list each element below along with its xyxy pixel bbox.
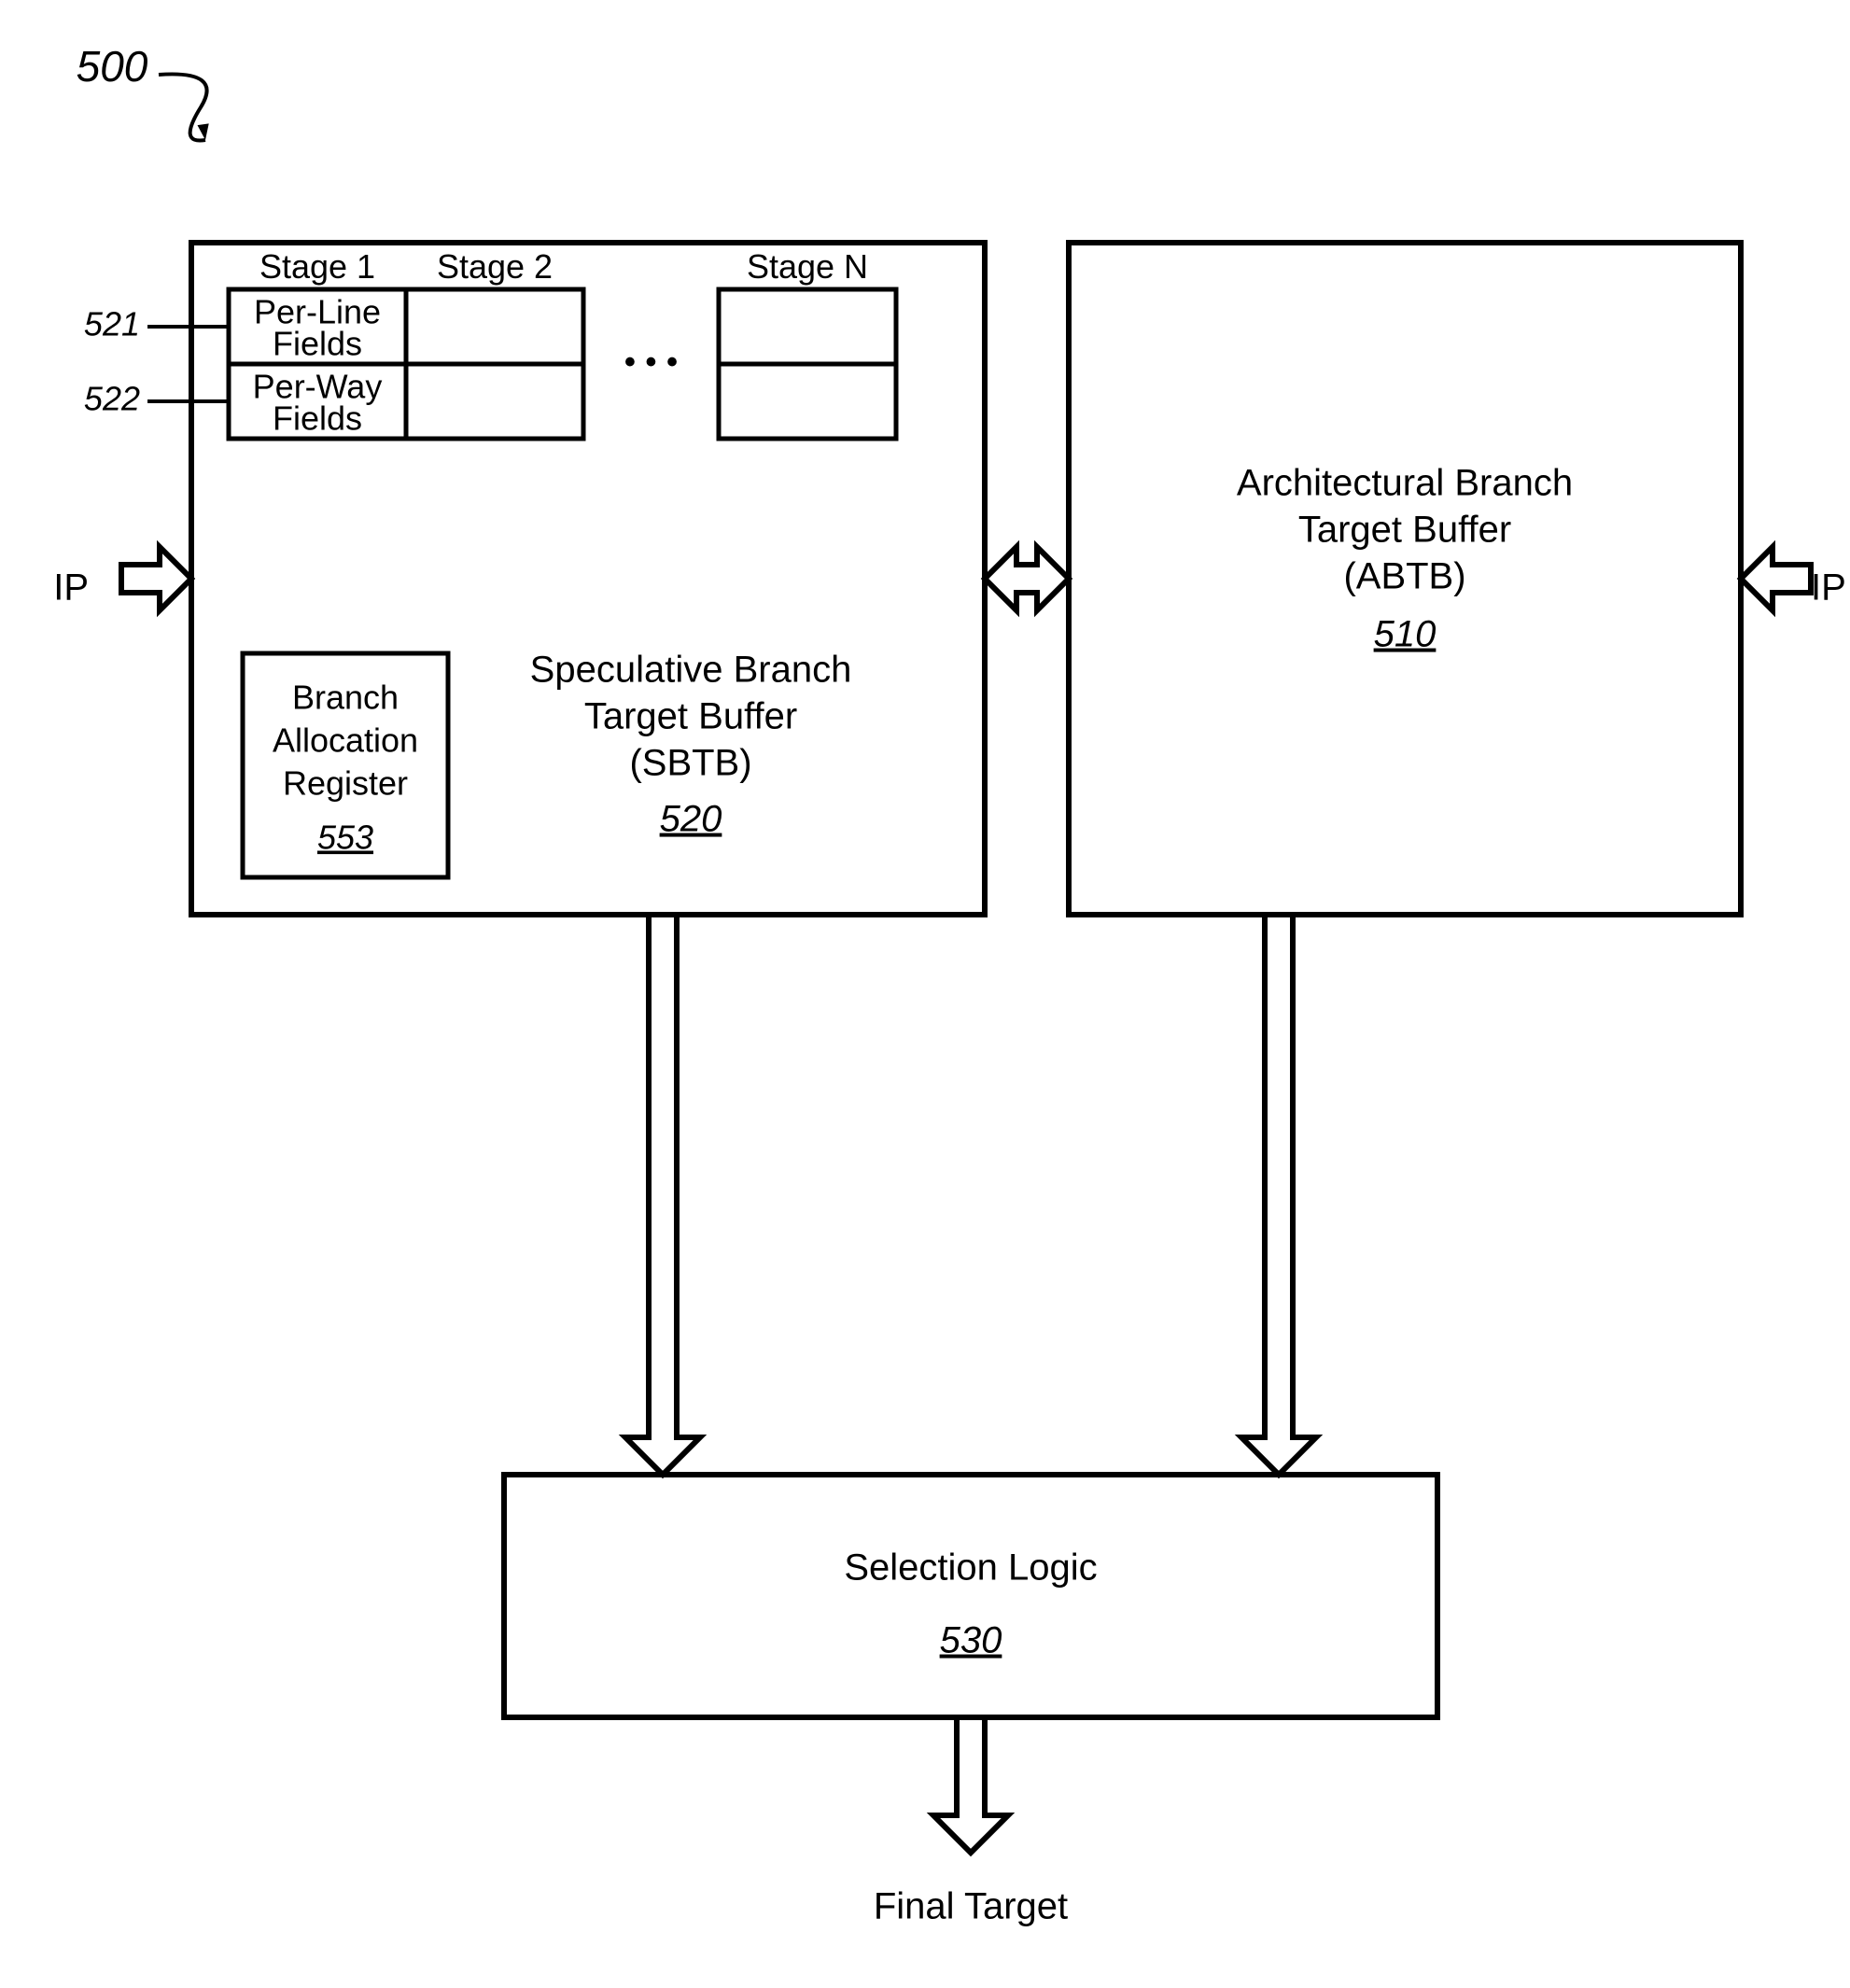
per-line-label-2: Fields bbox=[273, 324, 362, 362]
sbtb-abtb-double-arrow bbox=[985, 547, 1069, 610]
selection-title: Selection Logic bbox=[844, 1547, 1097, 1589]
bar-line-0: Branch bbox=[292, 679, 399, 717]
stages-ellipsis: • • • bbox=[624, 343, 679, 381]
abtb-title-0: Architectural Branch bbox=[1237, 463, 1573, 504]
abtb-title-2: (ABTB) bbox=[1343, 556, 1465, 597]
selection-to-final-arrow bbox=[933, 1717, 1008, 1853]
ip-left-label: IP bbox=[53, 567, 89, 609]
bar-ref: 553 bbox=[317, 819, 373, 857]
per-way-label-2: Fields bbox=[273, 399, 362, 437]
sbtb-to-selection-arrow bbox=[625, 915, 700, 1475]
stage1-label: Stage 1 bbox=[259, 247, 375, 286]
ref-521: 521 bbox=[84, 305, 140, 343]
bar-line-2: Register bbox=[283, 764, 408, 803]
ip-to-sbtb-arrow bbox=[121, 547, 191, 610]
selection-box bbox=[504, 1475, 1437, 1717]
figure-id-leader-head bbox=[197, 123, 208, 140]
figure-id-leader bbox=[159, 74, 207, 140]
final-target-label: Final Target bbox=[874, 1886, 1068, 1927]
ref-522: 522 bbox=[84, 380, 140, 418]
sbtb-title-2: (SBTB) bbox=[629, 743, 751, 784]
ip-right-label: IP bbox=[1811, 567, 1846, 609]
selection-ref: 530 bbox=[940, 1620, 1002, 1661]
sbtb-ref: 520 bbox=[660, 799, 722, 840]
ip-to-abtb-arrow bbox=[1741, 547, 1811, 610]
sbtb-title-1: Target Buffer bbox=[584, 696, 797, 737]
abtb-title-1: Target Buffer bbox=[1298, 510, 1511, 551]
figure-id: 500 bbox=[77, 42, 148, 91]
sbtb-title-0: Speculative Branch bbox=[530, 650, 852, 691]
stagen-label: Stage N bbox=[747, 247, 868, 286]
stage2-label: Stage 2 bbox=[437, 247, 553, 286]
abtb-to-selection-arrow bbox=[1241, 915, 1316, 1475]
abtb-ref: 510 bbox=[1374, 614, 1437, 655]
bar-line-1: Allocation bbox=[273, 721, 418, 760]
